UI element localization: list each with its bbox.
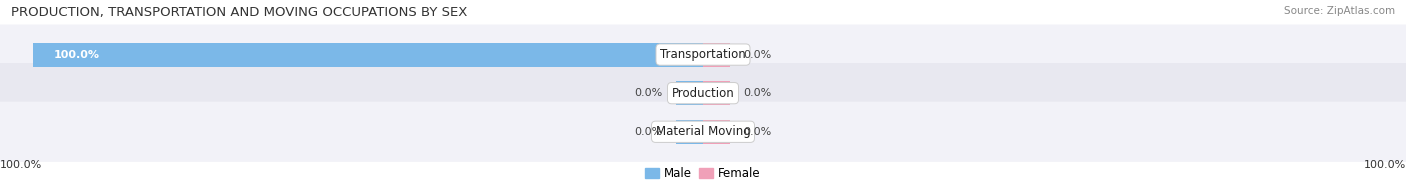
Text: Production: Production: [672, 87, 734, 100]
Bar: [676, 120, 703, 144]
Text: Transportation: Transportation: [661, 48, 745, 61]
FancyBboxPatch shape: [0, 24, 1406, 85]
Text: 0.0%: 0.0%: [744, 127, 772, 137]
Bar: [703, 81, 730, 105]
FancyBboxPatch shape: [0, 63, 1406, 123]
Bar: [34, 43, 703, 67]
Text: Material Moving: Material Moving: [655, 125, 751, 138]
Text: 0.0%: 0.0%: [634, 88, 662, 98]
Text: 0.0%: 0.0%: [744, 88, 772, 98]
Text: 0.0%: 0.0%: [634, 127, 662, 137]
Text: Source: ZipAtlas.com: Source: ZipAtlas.com: [1284, 6, 1395, 16]
Text: 100.0%: 100.0%: [0, 160, 42, 170]
Text: 100.0%: 100.0%: [53, 50, 100, 60]
Bar: [676, 81, 703, 105]
Bar: [703, 120, 730, 144]
Bar: [703, 43, 730, 67]
Text: PRODUCTION, TRANSPORTATION AND MOVING OCCUPATIONS BY SEX: PRODUCTION, TRANSPORTATION AND MOVING OC…: [11, 6, 468, 19]
Legend: Male, Female: Male, Female: [643, 165, 763, 182]
Text: 0.0%: 0.0%: [744, 50, 772, 60]
Text: 100.0%: 100.0%: [1364, 160, 1406, 170]
FancyBboxPatch shape: [0, 102, 1406, 162]
